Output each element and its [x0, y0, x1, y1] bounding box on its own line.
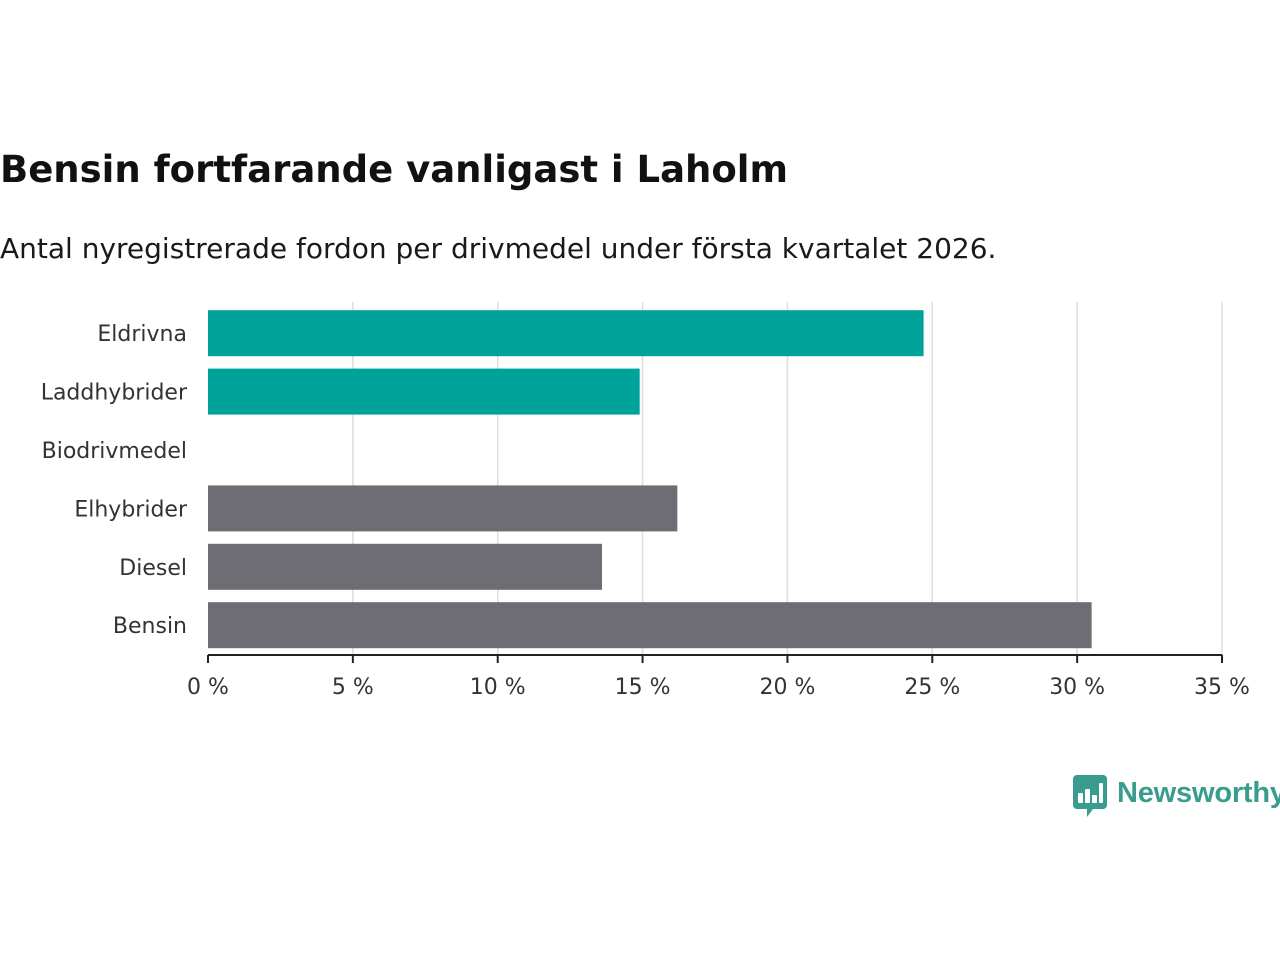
grid-lines [352, 302, 1223, 655]
category-labels: Eldrivna Laddhybrider Biodrivmedel Elhybrid… [41, 322, 188, 639]
x-tick-label-0: 0 % [187, 675, 229, 700]
bar-elhybrider [208, 485, 678, 532]
x-tick-label-10: 10 % [470, 675, 526, 700]
newsworthy-logo: Newsworthy [1073, 775, 1280, 819]
x-tick-label-20: 20 % [759, 675, 815, 700]
x-axis: 0 % 5 % 10 % 15 % 20 % 25 % 30 % 35 % [187, 654, 1250, 700]
bar-laddhybrider [208, 368, 640, 415]
bars [208, 310, 1092, 649]
x-tick-label-5: 5 % [332, 675, 374, 700]
bar-bensin [208, 602, 1092, 649]
x-tick-label-30: 30 % [1049, 675, 1105, 700]
category-label-elhybrider: Elhybrider [74, 497, 188, 522]
category-label-biodrivmedel: Biodrivmedel [42, 439, 187, 464]
category-label-diesel: Diesel [119, 556, 187, 581]
category-label-laddhybrider: Laddhybrider [41, 381, 188, 406]
bar-eldrivna [208, 310, 924, 357]
brand-name: Newsworthy [1117, 777, 1280, 809]
category-label-eldrivna: Eldrivna [97, 322, 187, 347]
chart-title: Bensin fortfarande vanligast i Laholm [0, 148, 789, 191]
x-tick-label-35: 35 % [1194, 675, 1250, 700]
category-label-bensin: Bensin [113, 614, 187, 639]
x-tick-label-15: 15 % [615, 675, 671, 700]
chart-subtitle: Antal nyregistrerade fordon per drivmede… [0, 232, 997, 265]
x-tick-label-25: 25 % [904, 675, 960, 700]
bar-diesel [208, 543, 603, 590]
newsworthy-logo-icon [1073, 775, 1107, 817]
